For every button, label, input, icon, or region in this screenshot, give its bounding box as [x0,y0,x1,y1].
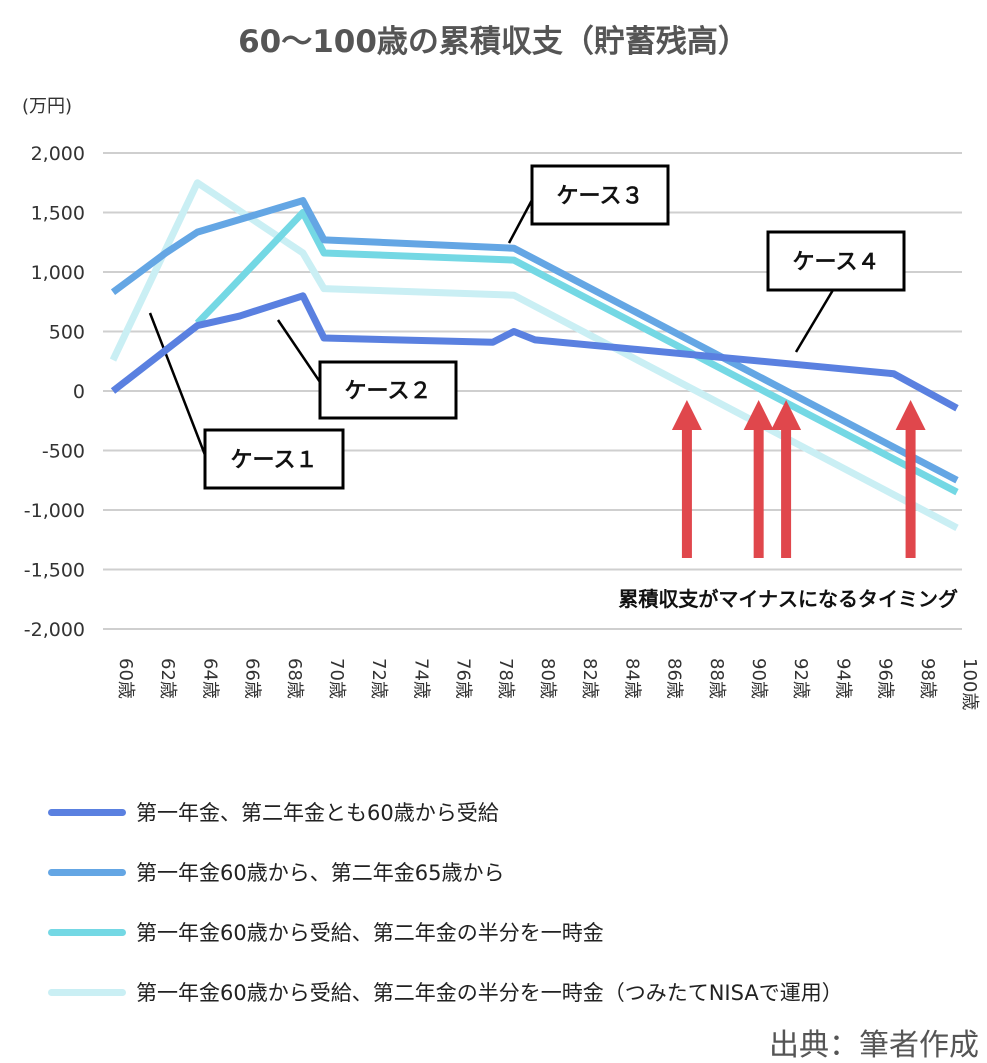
arrow-shaft [781,428,792,558]
x-tick-label: 100歳 [959,658,980,710]
callout-leader-line [276,319,324,386]
legend-label: 第一年金60歳から、第二年金65歳から [136,861,505,885]
x-tick-label: 82歳 [579,658,600,699]
callout-box [530,164,670,226]
callout-label: ケース１ [231,448,318,473]
x-tick-label: 76歳 [453,658,474,699]
plot-area: 2,000 1,500 1,000 500 0 -500 -1,000 -1,500 -2,00… [24,143,980,710]
legend-item: 第一年金60歳から受給、第二年金の半分を一時金（つみたてNISAで運用） [48,962,843,1022]
legend-label: 第一年金60歳から受給、第二年金の半分を一時金（つみたてNISAで運用） [136,981,843,1005]
source-note: 出典：筆者作成 [769,1028,979,1063]
y-tick-label: -2,000 [24,619,85,641]
y-tick-label: 500 [49,322,85,344]
arrow-head [771,400,802,430]
x-tick-label: 94歳 [832,658,853,699]
callout-leader-line [507,199,534,244]
x-tick-label: 88歳 [706,658,727,699]
x-tick-label: 90歳 [748,658,769,699]
y-tick-label: 0 [73,381,85,403]
legend-swatch [48,868,126,876]
legend-item: 第一年金60歳から、第二年金65歳から [48,842,843,902]
arrow-shaft [753,428,764,558]
x-tick-label: 92歳 [790,658,811,699]
series-line [110,197,959,484]
callout-label: ケース４ [793,250,880,275]
callout-label: ケース２ [345,379,432,404]
x-tick-label: 62歳 [157,658,178,699]
callout-leader-line [794,289,835,353]
x-tick-label: 70歳 [326,658,347,699]
arrow-shaft [905,428,916,558]
x-tick-label: 74歳 [410,658,431,699]
legend-swatch [48,988,126,996]
arrow-head [895,400,926,430]
chart-title: 60〜100歳の累積収支（貯蓄残高） [238,24,749,60]
series-line [109,179,959,531]
legend-swatch [48,808,126,816]
x-tick-label: 96歳 [875,658,896,699]
y-tick-label: -1,500 [24,560,85,582]
x-tick-label: 84歳 [621,658,642,699]
arrow-head [671,400,702,430]
series-line [110,292,959,412]
legend-label: 第一年金60歳から受給、第二年金の半分を一時金 [136,921,604,945]
y-tick-label: 2,000 [31,143,85,165]
y-tick-label: 1,500 [31,203,85,225]
arrow-annotation-text: 累積収支がマイナスになるタイミング [618,587,958,611]
callout-box [203,428,345,490]
x-tick-label: 78歳 [495,658,516,699]
series-line [194,209,959,496]
callout-box [318,360,458,420]
x-tick-label: 60歳 [115,658,136,699]
y-tick-label: 1,000 [31,262,85,284]
x-tick-label: 98歳 [917,658,938,699]
arrow-head [743,400,774,430]
legend-item: 第一年金60歳から受給、第二年金の半分を一時金 [48,902,843,962]
x-tick-label: 68歳 [284,658,305,699]
y-tick-label: -1,000 [24,500,85,522]
legend: 第一年金、第二年金とも60歳から受給 第一年金60歳から、第二年金65歳から第一年… [48,782,843,1022]
x-tick-label: 64歳 [199,658,220,699]
callout-box [766,230,906,292]
legend-swatch [48,928,126,936]
x-tick-label: 86歳 [664,658,685,699]
x-tick-label: 80歳 [537,658,558,699]
callout-label: ケース３ [557,184,644,209]
legend-item: 第一年金、第二年金とも60歳から受給 [48,782,843,842]
y-tick-label: -500 [42,441,85,463]
y-axis-unit: (万円) [22,96,73,117]
callout-leader-line [148,312,207,456]
x-tick-label: 66歳 [242,658,263,699]
x-tick-label: 72歳 [368,658,389,699]
legend-label: 第一年金、第二年金とも60歳から受給 [136,801,499,825]
arrow-shaft [681,428,692,558]
